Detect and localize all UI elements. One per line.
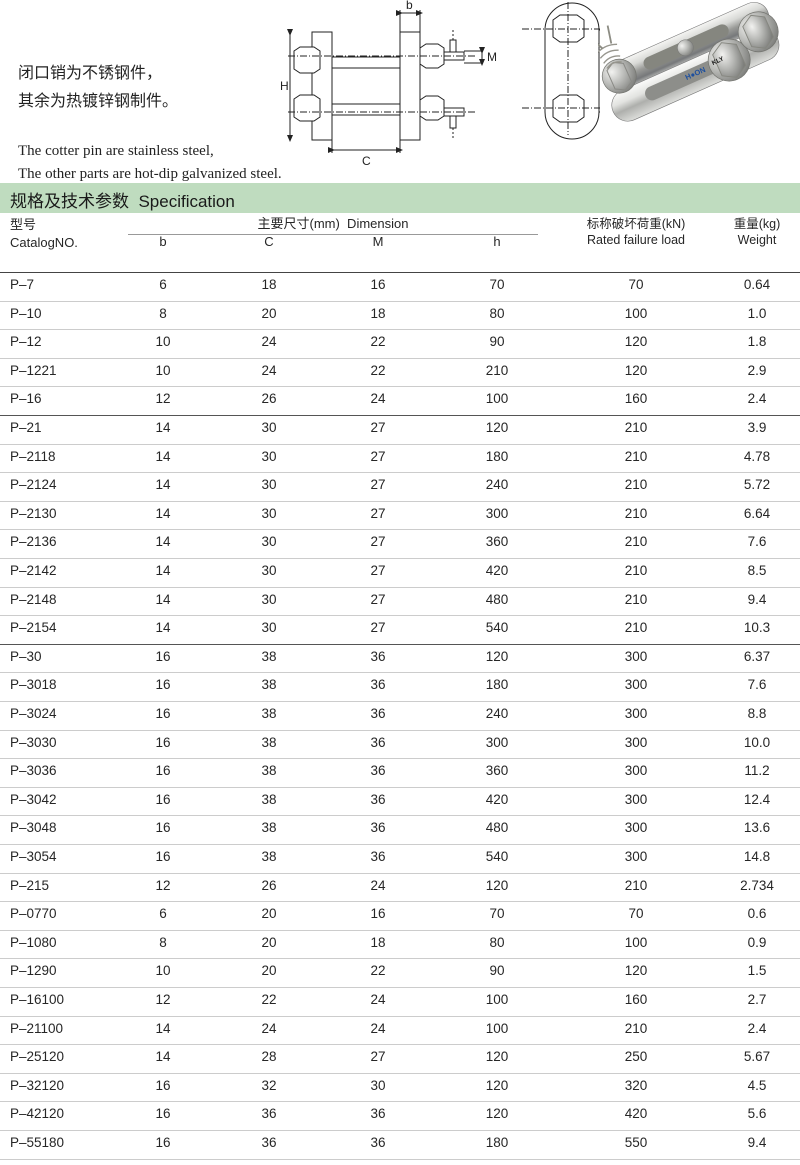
svg-text:C: C	[362, 154, 371, 168]
svg-text:M: M	[487, 50, 497, 64]
svg-text:b: b	[406, 0, 413, 12]
svg-text:H: H	[280, 79, 289, 93]
